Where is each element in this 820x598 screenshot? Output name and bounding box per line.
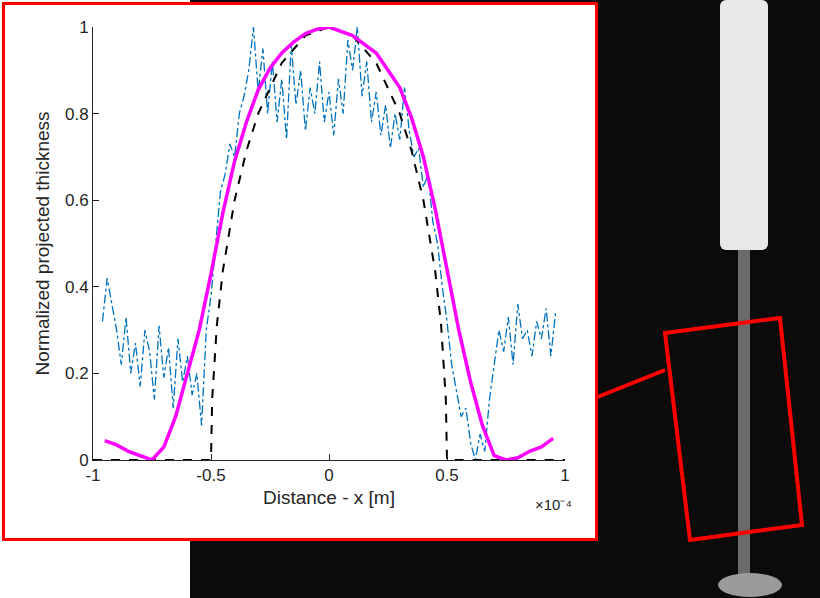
svg-text:0: 0	[79, 451, 88, 470]
svg-text:×10⁻⁴: ×10⁻⁴	[535, 496, 572, 513]
svg-text:0.8: 0.8	[65, 105, 89, 124]
svg-text:-1: -1	[85, 466, 100, 485]
svg-text:0: 0	[324, 466, 333, 485]
svg-text:Normalized projected thickness: Normalized projected thickness	[32, 111, 53, 375]
svg-text:0.2: 0.2	[65, 364, 89, 383]
svg-text:1: 1	[79, 18, 88, 37]
svg-text:Distance - x [m]: Distance - x [m]	[263, 487, 395, 508]
svg-text:0.6: 0.6	[65, 191, 89, 210]
svg-text:1: 1	[560, 466, 569, 485]
svg-text:0.4: 0.4	[65, 278, 89, 297]
svg-text:0.5: 0.5	[435, 466, 459, 485]
svg-text:-0.5: -0.5	[196, 466, 225, 485]
